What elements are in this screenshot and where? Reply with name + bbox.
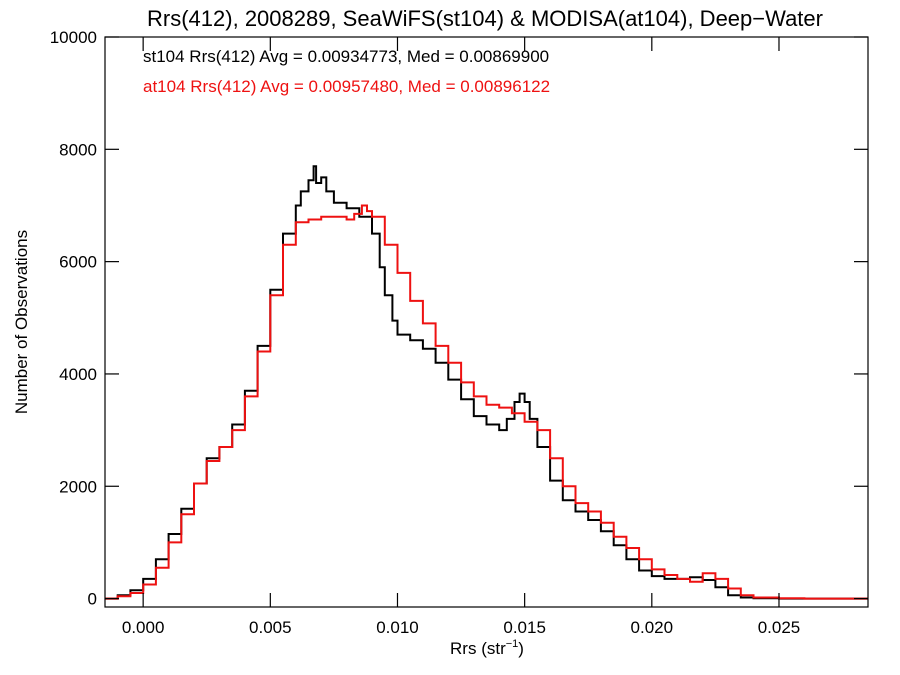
y-tick-label: 4000 — [59, 365, 97, 384]
tick-layer: 0.000 0.005 0.010 0.015 0.020 0.025 0 2000 4000 6… — [50, 28, 868, 637]
x-axis-label-sup: −1 — [506, 638, 519, 650]
y-tick-label: 2000 — [59, 477, 97, 496]
x-tick-label: 0.020 — [631, 618, 674, 637]
plot-frame — [104, 36, 869, 608]
x-axis-label: Rrs (str−1) — [450, 638, 524, 658]
histogram-series-st104 — [105, 165, 868, 600]
y-tick-label: 0 — [88, 590, 97, 609]
x-tick-label: 0.005 — [249, 618, 292, 637]
x-tick-label: 0.025 — [758, 618, 801, 637]
y-tick-label: 8000 — [59, 140, 97, 159]
histogram-series-at104 — [105, 204, 868, 600]
annotation-at104: at104 Rrs(412) Avg = 0.00957480, Med = 0… — [143, 77, 550, 96]
y-axis-label: Number of Observations — [12, 230, 31, 414]
y-tick-label: 10000 — [50, 28, 97, 47]
x-tick-label: 0.010 — [376, 618, 419, 637]
x-tick-label: 0.000 — [122, 618, 165, 637]
x-axis-label-main: Rrs (str — [450, 639, 506, 658]
x-axis-label-close: ) — [518, 639, 524, 658]
x-tick-label: 0.015 — [503, 618, 546, 637]
y-tick-label: 6000 — [59, 253, 97, 272]
annotation-st104: st104 Rrs(412) Avg = 0.00934773, Med = 0… — [143, 47, 549, 66]
series-layer — [105, 165, 868, 600]
chart-title: Rrs(412), 2008289, SeaWiFS(st104) & MODI… — [147, 6, 823, 31]
